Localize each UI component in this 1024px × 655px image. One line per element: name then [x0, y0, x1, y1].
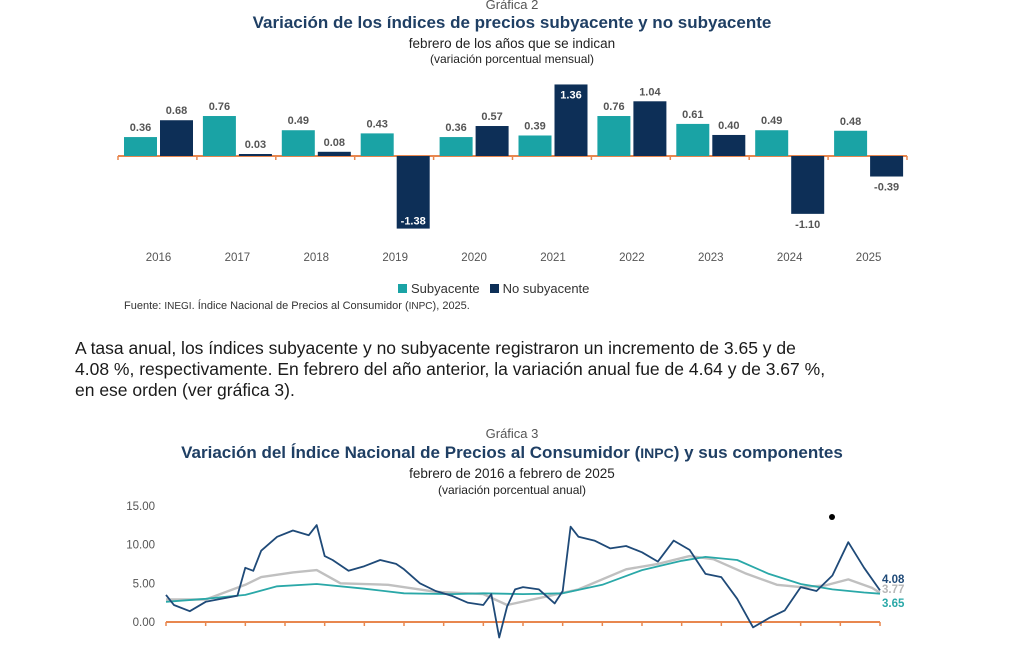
chart2-data-label: 0.40: [718, 120, 739, 132]
chart2-data-label: 0.49: [761, 115, 782, 127]
chart2-data-label: -0.39: [874, 182, 899, 194]
chart2-x-tick-label: 2024: [777, 252, 803, 264]
chart2-bar-no-subyacente-2019: [396, 156, 430, 229]
chart2-bar-subyacente-2021: [518, 135, 552, 156]
chart2-bar-subyacente-2019: [360, 133, 394, 156]
chart2-x-tick-label: 2019: [382, 252, 408, 264]
chart2-bar-no-subyacente-2025: [870, 156, 904, 177]
chart2-bar-no-subyacente-2023: [712, 134, 746, 156]
chart2-x-tick-label: 2022: [619, 252, 645, 264]
source-prefix: Fuente:: [124, 300, 165, 312]
chart3-line-subyacente: [165, 556, 881, 603]
chart2-data-label: -1.38: [401, 216, 426, 228]
paragraph-line-2: 4.08 %, respectivamente. En febrero del …: [75, 359, 826, 379]
chart2-bar-no-subyacente-2017: [238, 154, 272, 156]
chart2-x-tick-label: 2016: [146, 252, 172, 264]
chart2-title: Variación de los índices de precios suby…: [252, 13, 772, 32]
chart3-end-label: 4.08: [882, 574, 905, 586]
chart2-data-label: 0.36: [130, 122, 151, 134]
chart2-bar-subyacente-2025: [834, 130, 868, 156]
chart2-bar-subyacente-2023: [676, 123, 710, 156]
chart2-bar-no-subyacente-2018: [317, 151, 351, 156]
legend-label-subyacente: Subyacente: [411, 281, 480, 296]
chart2-data-label: 0.61: [682, 109, 703, 121]
chart3-plot: 15.00 10.00 5.00 0.00 4.083.77 3.65: [126, 501, 905, 639]
chart2-bar-subyacente-2016: [124, 137, 157, 156]
chart2-data-label: 0.03: [245, 139, 266, 151]
chart2-data-label: 0.08: [324, 137, 345, 149]
chart2-data-label: 0.48: [840, 116, 861, 128]
chart2-bar-no-subyacente-2024: [791, 156, 825, 214]
paragraph-line-1: A tasa anual, los índices subyacente y n…: [75, 338, 796, 358]
chart2-bar-subyacente-2022: [597, 116, 631, 156]
chart3-title: Variación del Índice Nacional de Precios…: [0, 443, 1024, 463]
chart2-x-tick-label: 2020: [461, 252, 487, 264]
chart2-bar-no-subyacente-2021: [554, 84, 588, 156]
chart2-plot: 0.36 0.68 2016 0.76 0.03 2017 0.49 0.08 2018 0.43…: [117, 84, 908, 264]
chart3-title-pre: Variación del Índice Nacional de Precios…: [181, 443, 641, 462]
chart2-label: Gráfica 2: [485, 0, 539, 12]
legend-swatch-no-subyacente: [489, 284, 499, 293]
chart3-y-tick-label: 5.00: [133, 578, 155, 590]
chart3-y-tick-label: 15.00: [126, 501, 155, 513]
chart2-x-tick-label: 2025: [856, 252, 882, 264]
chart3-line-inpc: [166, 554, 881, 607]
chart2-data-label: 0.49: [288, 115, 309, 127]
paragraph-line-3: en ese orden (ver gráfica 3).: [75, 380, 295, 400]
chart2-bar-subyacente-2020: [439, 137, 473, 156]
chart2-data-label: -1.10: [795, 219, 820, 231]
chart2-bar-no-subyacente-2016: [160, 120, 193, 156]
chart3-label: Gráfica 3: [485, 426, 539, 441]
chart2-data-label: 0.68: [166, 105, 187, 117]
chart2-data-label: 0.39: [524, 120, 545, 132]
chart3-end-label: 3.77: [882, 584, 904, 596]
legend-item-no-subyacente: No subyacente: [489, 281, 590, 296]
chart2-bar-subyacente-2018: [281, 130, 315, 156]
chart2-data-label: 1.04: [639, 86, 661, 98]
chart2-legend: Subyacente No subyacente: [398, 281, 589, 296]
source-suffix: ), 2025.: [432, 300, 470, 312]
chart2-bar-subyacente-2017: [202, 116, 236, 156]
chart3-marker-dot: [829, 514, 835, 520]
chart2-data-label: 0.36: [445, 122, 466, 134]
chart2-note: (variación porcentual mensual): [429, 52, 595, 66]
chart3-line-no-subyacente: [165, 524, 881, 639]
chart3-y-tick-label: 10.00: [126, 540, 155, 552]
chart2-data-label: 0.76: [603, 101, 624, 113]
chart2-data-label: 0.43: [366, 118, 387, 130]
chart2-x-tick-label: 2017: [225, 252, 251, 264]
source-mid: . Índice Nacional de Precios al Consumid…: [191, 300, 409, 312]
legend-swatch-subyacente: [398, 284, 407, 293]
chart2-bar-subyacente-2024: [755, 130, 789, 156]
chart2-bar-no-subyacente-2022: [633, 101, 667, 156]
chart3-title-abbr: INPC: [640, 445, 674, 461]
chart2-bar-no-subyacente-2020: [475, 126, 509, 156]
source-abbr: INPC: [408, 301, 433, 312]
chart3-y-tick-label: 0.00: [133, 617, 155, 629]
chart2-data-label: 1.36: [560, 89, 581, 101]
legend-item-subyacente: Subyacente: [398, 281, 480, 296]
chart2-x-tick-label: 2021: [540, 252, 566, 264]
source-org: INEGI: [164, 301, 192, 312]
chart3-note: (variación porcentual anual): [437, 483, 587, 497]
chart3-title-post: ) y sus componentes: [673, 443, 843, 462]
chart2-data-label: 0.76: [209, 101, 230, 113]
chart2-x-tick-label: 2023: [698, 252, 724, 264]
chart2-source: Fuente: INEGI. Índice Nacional de Precio…: [124, 300, 470, 312]
chart2-subtitle: febrero de los años que se indican: [408, 36, 616, 51]
chart2-data-label: 0.57: [481, 111, 502, 123]
chart2-x-tick-label: 2018: [304, 252, 330, 264]
chart3-subtitle: febrero de 2016 a febrero de 2025: [409, 466, 615, 481]
chart3-end-label: 3.65: [882, 598, 905, 610]
body-paragraph: A tasa anual, los índices subyacente y n…: [75, 338, 955, 401]
legend-label-no-subyacente: No subyacente: [502, 281, 590, 296]
